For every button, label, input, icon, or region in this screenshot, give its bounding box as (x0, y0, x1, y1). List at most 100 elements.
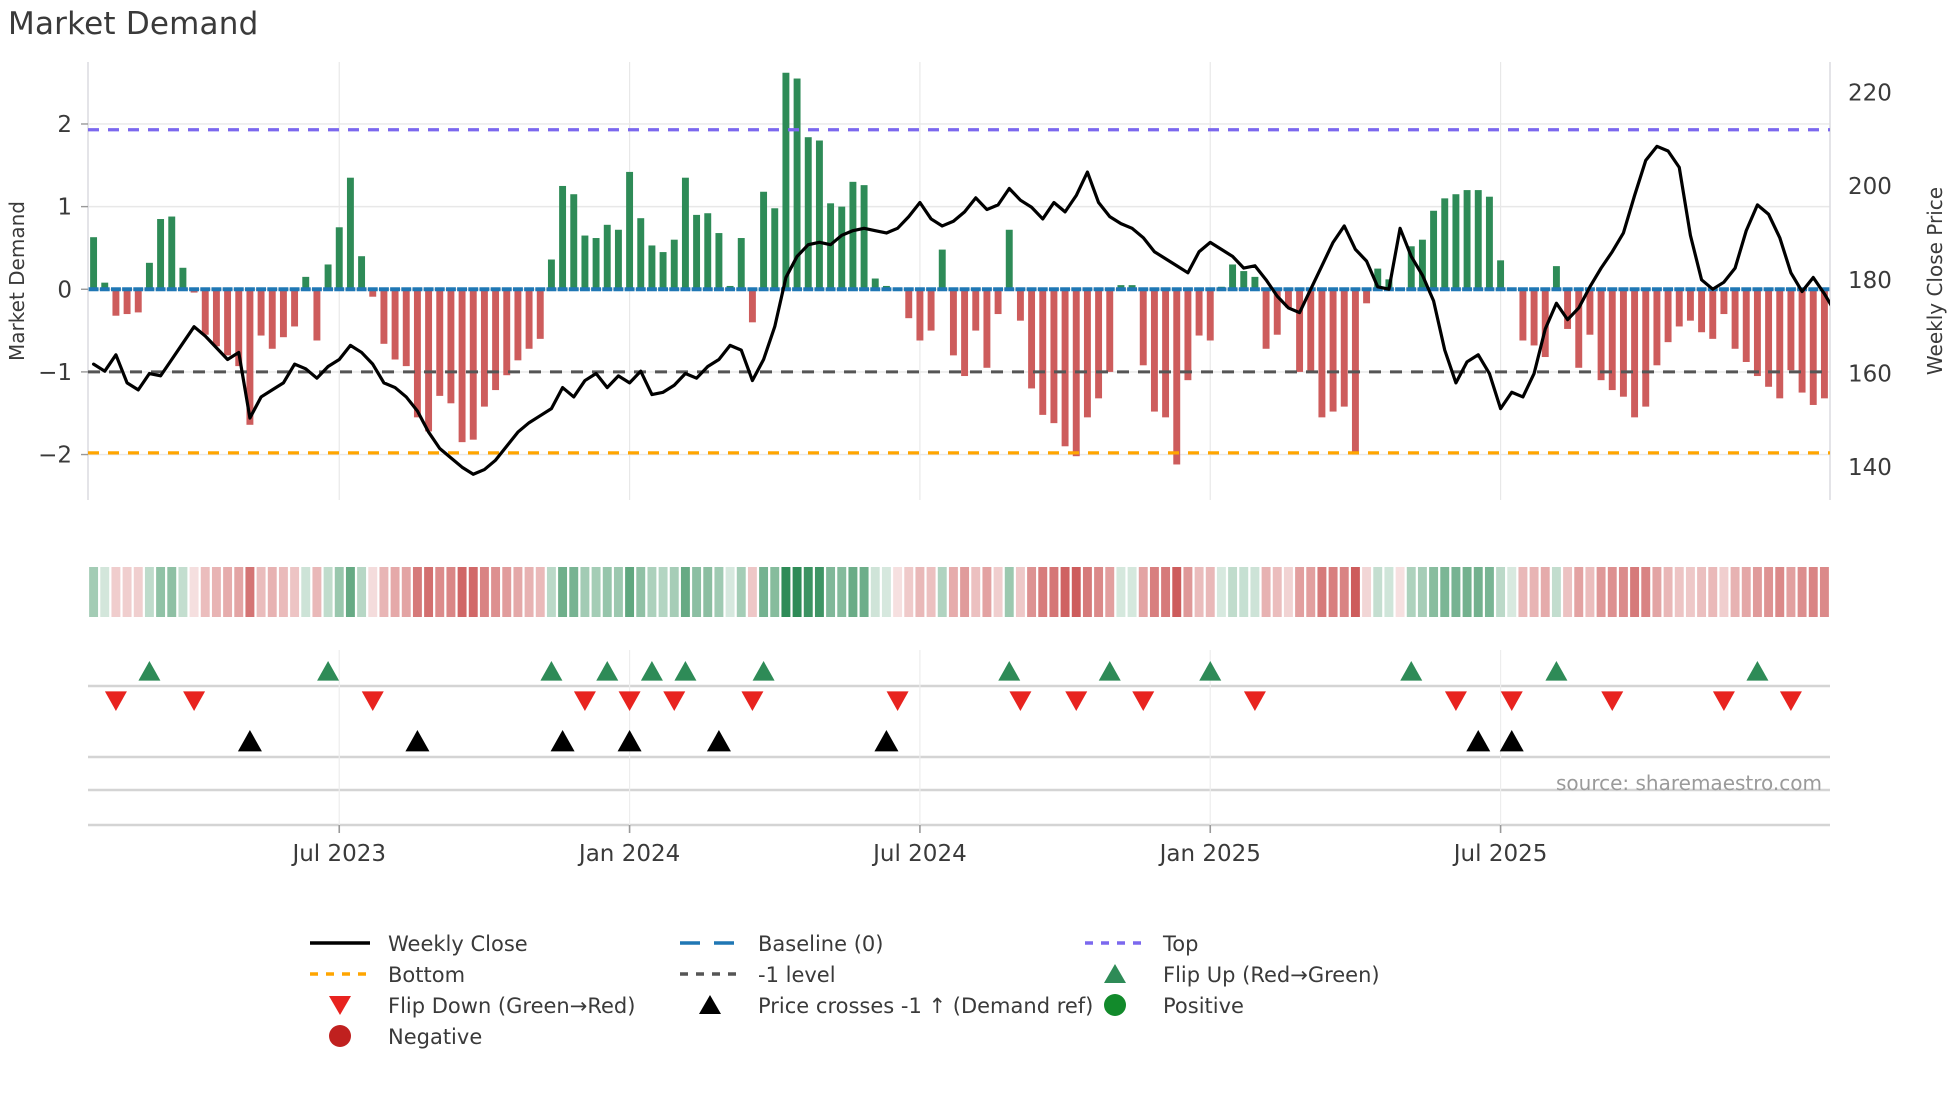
demand-bar-positive (1441, 198, 1449, 290)
heat-cell (1585, 567, 1595, 617)
demand-bar-negative (1150, 289, 1158, 412)
heat-cell (580, 567, 590, 617)
heat-cell (1618, 567, 1628, 617)
demand-bar-positive (346, 177, 354, 290)
heat-cell (680, 567, 690, 617)
legend-label: Bottom (388, 963, 465, 987)
heat-cell (345, 567, 355, 617)
demand-bar-positive (849, 181, 857, 290)
demand-bar-positive (871, 278, 879, 290)
heat-cell (111, 567, 121, 617)
legend-swatch-circle (1104, 994, 1126, 1016)
heat-cell (725, 567, 735, 617)
demand-bar-negative (1106, 289, 1114, 372)
heat-cell (1004, 567, 1014, 617)
price-cross-marker (237, 730, 262, 752)
heat-cell (1674, 567, 1684, 617)
demand-bar-positive (804, 137, 812, 290)
flip-up-marker (540, 661, 563, 681)
demand-bar-negative (1686, 289, 1694, 321)
demand-bar-positive (145, 262, 153, 290)
demand-bar-negative (949, 289, 957, 356)
demand-bar-negative (1318, 289, 1326, 418)
heat-cell (278, 567, 288, 617)
demand-bar-negative (994, 289, 1002, 315)
heat-cell (401, 567, 411, 617)
demand-bar-positive (570, 194, 578, 290)
demand-bar-negative (402, 289, 410, 367)
axis-spines (87, 62, 1831, 500)
heat-cell (1641, 567, 1651, 617)
demand-bar-negative (279, 289, 287, 338)
heat-cell (446, 567, 456, 617)
demand-bar-negative (1195, 289, 1203, 336)
demand-bar-negative (447, 289, 455, 404)
heat-cell (334, 567, 344, 617)
legend-label: Price crosses -1 ↑ (Demand ref) (758, 994, 1093, 1018)
demand-bar-negative (961, 289, 969, 377)
flip-down-marker (1132, 691, 1155, 711)
demand-bar-positive (614, 229, 622, 290)
demand-bar-positive (547, 259, 555, 290)
heat-cell (814, 567, 824, 617)
heat-cell (1350, 567, 1360, 617)
right-tick-label: 200 (1848, 174, 1892, 200)
heat-cell (926, 567, 936, 617)
flip-down-marker (1500, 691, 1523, 711)
demand-bar-negative (1184, 289, 1192, 381)
price-cross-marker (617, 730, 642, 752)
demand-bar-positive (659, 252, 667, 290)
demand-bar-negative (212, 289, 220, 347)
heat-cell (1697, 567, 1707, 617)
heat-cell (558, 567, 568, 617)
demand-bar-positive (1474, 190, 1482, 290)
chart-legend: Weekly Close Baseline (0) Top Bottom -1 leve… (310, 932, 1380, 1049)
heat-cell (479, 567, 489, 617)
heat-cell (1216, 567, 1226, 617)
demand-bar-negative (1095, 289, 1103, 399)
demand-bar-negative (1307, 289, 1315, 372)
heat-cell (122, 567, 132, 617)
flip-down-marker (618, 691, 641, 711)
demand-bar-negative (1787, 289, 1795, 371)
heat-cell (904, 567, 914, 617)
legend-label: Positive (1163, 994, 1244, 1018)
flip-down-marker (741, 691, 764, 711)
demand-bar-negative (1653, 289, 1661, 366)
heat-cell (1574, 567, 1584, 617)
demand-bar-positive (101, 282, 109, 290)
heat-cell (267, 567, 277, 617)
demand-bar-positive (1374, 268, 1382, 290)
price-cross-marker (1466, 730, 1491, 752)
heat-cell (1596, 567, 1606, 617)
demand-bar-negative (480, 289, 488, 407)
demand-bar-negative (1809, 289, 1817, 405)
demand-bar-positive (670, 239, 678, 290)
heat-cell (535, 567, 545, 617)
heat-cell (1496, 567, 1506, 617)
flip-down-marker (1601, 691, 1624, 711)
heat-cell (1384, 567, 1394, 617)
heat-cell (223, 567, 233, 617)
demand-bar-positive (1005, 229, 1013, 290)
left-tick-label: −2 (38, 443, 72, 469)
demand-bar-negative (1564, 289, 1572, 329)
heat-cell (1038, 567, 1048, 617)
flip-up-marker (640, 661, 663, 681)
demand-bar-negative (536, 289, 544, 339)
heat-cell (770, 567, 780, 617)
demand-bar-negative (1619, 289, 1627, 397)
right-tick-label: 180 (1848, 268, 1892, 294)
source-attribution: source: sharemaestro.com (1556, 771, 1822, 795)
heat-cell (89, 567, 99, 617)
heat-cell (1775, 567, 1785, 617)
right-tick-label: 160 (1848, 362, 1892, 388)
demand-bar-negative (1284, 289, 1292, 308)
demand-bar-negative (1296, 289, 1304, 372)
demand-bar-positive (90, 237, 98, 290)
heat-cell (1752, 567, 1762, 617)
demand-bar-positive (324, 264, 332, 290)
flip-up-marker (752, 661, 775, 681)
heat-cell (301, 567, 311, 617)
heat-cell (613, 567, 623, 617)
